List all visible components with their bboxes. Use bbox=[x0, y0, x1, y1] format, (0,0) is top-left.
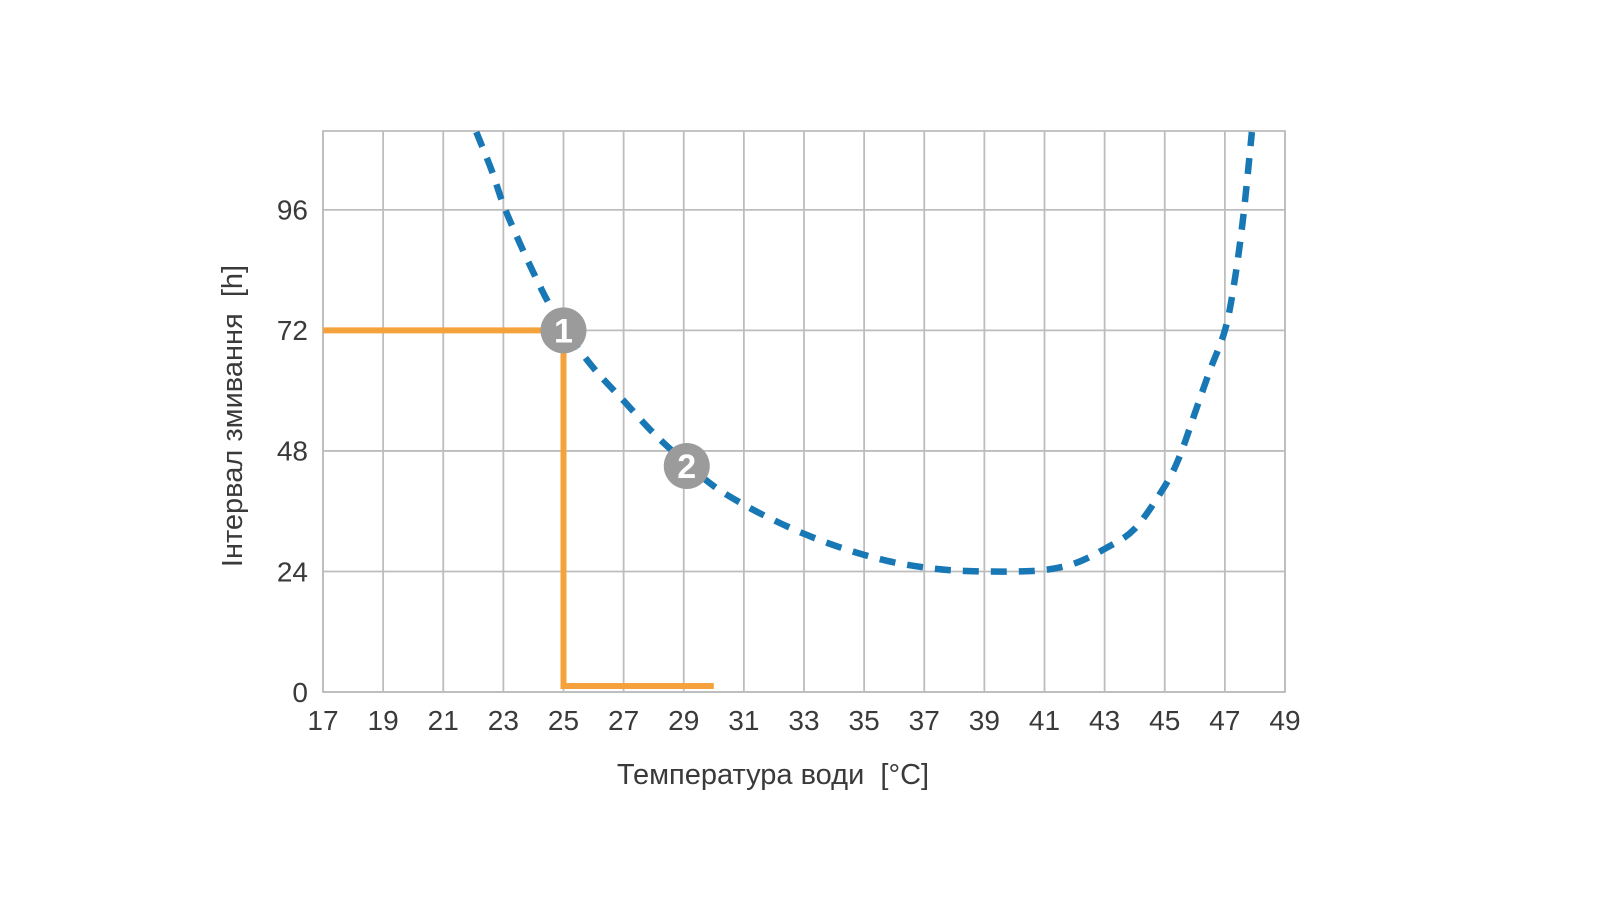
x-tick-label: 33 bbox=[788, 705, 819, 736]
x-tick-label: 35 bbox=[849, 705, 880, 736]
plot-frame bbox=[322, 130, 1286, 693]
reference-line bbox=[323, 327, 714, 689]
y-tick-label: 72 bbox=[277, 315, 308, 346]
x-tick-label: 37 bbox=[909, 705, 940, 736]
marker-label-1: 1 bbox=[554, 313, 573, 351]
x-axis-label: Температура води [°C] bbox=[616, 759, 930, 791]
x-tick-label: 43 bbox=[1089, 705, 1120, 736]
tick-labels: 17 19 21 23 25 27 29 31 33 35 37 39 41 43 45 47 49024487… bbox=[277, 195, 1301, 736]
x-tick-label: 29 bbox=[668, 705, 699, 736]
x-tick-label: 23 bbox=[488, 705, 519, 736]
x-tick-label: 21 bbox=[428, 705, 459, 736]
x-tick-label: 45 bbox=[1149, 705, 1180, 736]
marker-1: 1 bbox=[540, 307, 587, 354]
x-tick-label: 19 bbox=[368, 705, 399, 736]
marker-circle-1 bbox=[540, 307, 587, 354]
y-axis-label: Інтервал змивання [h] bbox=[217, 264, 249, 568]
y-tick-label: 24 bbox=[277, 556, 308, 587]
x-tick-label: 25 bbox=[548, 705, 579, 736]
marker-circle-2 bbox=[663, 442, 710, 489]
x-tick-label: 49 bbox=[1269, 705, 1300, 736]
x-tick-label: 27 bbox=[608, 705, 639, 736]
gridlines bbox=[322, 131, 1286, 693]
x-tick-label: 17 bbox=[307, 705, 338, 736]
y-tick-label: 0 bbox=[292, 677, 308, 708]
y-tick-label: 96 bbox=[277, 195, 308, 226]
x-tick-label: 39 bbox=[969, 705, 1000, 736]
marker-label-2: 2 bbox=[677, 448, 696, 486]
x-tick-label: 31 bbox=[728, 705, 759, 736]
marker-2: 2 bbox=[663, 442, 710, 489]
y-tick-label: 48 bbox=[277, 436, 308, 467]
x-tick-label: 47 bbox=[1209, 705, 1240, 736]
x-tick-label: 41 bbox=[1029, 705, 1060, 736]
